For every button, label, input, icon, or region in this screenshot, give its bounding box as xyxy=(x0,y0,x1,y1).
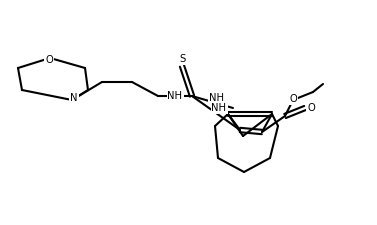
Text: N: N xyxy=(70,93,78,103)
Text: O: O xyxy=(289,94,297,104)
Text: O: O xyxy=(307,103,315,113)
Text: S: S xyxy=(179,54,185,64)
Text: NH: NH xyxy=(209,93,224,103)
Text: NH: NH xyxy=(211,103,227,113)
Text: NH: NH xyxy=(167,91,182,101)
Text: O: O xyxy=(45,55,53,65)
